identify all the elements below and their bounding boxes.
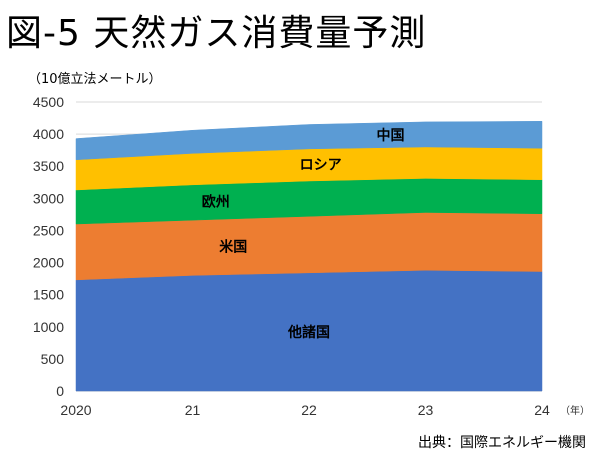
y-tick-1500: 1500: [33, 287, 64, 303]
x-tick-3: 23: [418, 402, 434, 418]
area-4: [75, 121, 543, 161]
x-tick-1: 21: [185, 402, 201, 418]
series-labels: 他諸国 米国 欧州 ロシア 中国: [202, 127, 405, 341]
figure-title: 図-5 天然ガス消費量予測: [6, 13, 427, 54]
x-axis-suffix: （年）: [560, 404, 590, 417]
y-unit-label: （10億立法メートル）: [28, 72, 162, 87]
y-tick-500: 500: [41, 351, 65, 367]
y-tick-2500: 2500: [33, 222, 64, 238]
series-label-4: 中国: [377, 127, 405, 144]
series-label-3: ロシア: [300, 158, 342, 174]
x-tick-0: 2020: [60, 402, 91, 418]
y-tick-3500: 3500: [33, 158, 64, 174]
area-1: [75, 212, 543, 281]
y-tick-3000: 3000: [33, 190, 64, 206]
y-tick-4000: 4000: [33, 126, 64, 142]
series-label-1: 米国: [219, 239, 247, 256]
y-tick-1000: 1000: [33, 319, 64, 335]
source-note: 出典：国際エネルギー機関: [418, 435, 586, 451]
series-areas: [75, 121, 543, 392]
series-label-2: 欧州: [202, 194, 230, 211]
series-label-0: 他諸国: [287, 324, 330, 341]
x-tick-2: 22: [301, 402, 317, 418]
y-tick-2000: 2000: [33, 255, 64, 271]
x-tick-labels: 2020 21 22 23 24 （年）: [60, 402, 590, 418]
y-tick-0: 0: [56, 383, 64, 399]
y-tick-4500: 4500: [33, 94, 64, 110]
x-tick-4: 24: [534, 402, 550, 418]
y-tick-labels: 0 500 1000 1500 2000 2500 3000 3500 4000 4500: [33, 94, 64, 399]
